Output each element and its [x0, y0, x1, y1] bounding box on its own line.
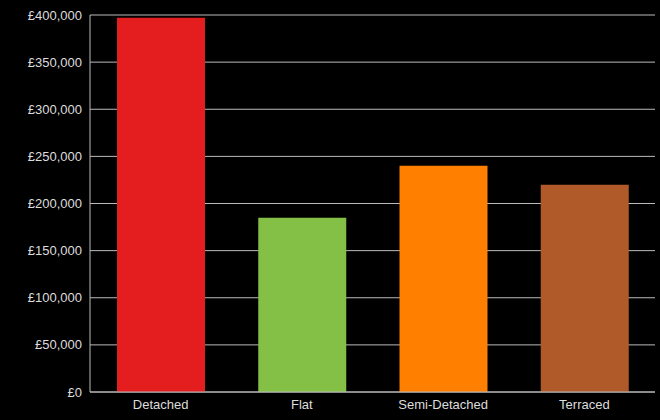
svg-text:£400,000: £400,000	[28, 8, 82, 23]
svg-text:£300,000: £300,000	[28, 102, 82, 117]
svg-text:Flat: Flat	[291, 397, 313, 412]
svg-text:£100,000: £100,000	[28, 290, 82, 305]
svg-text:£0: £0	[68, 385, 82, 400]
svg-text:£150,000: £150,000	[28, 243, 82, 258]
svg-text:£250,000: £250,000	[28, 149, 82, 164]
svg-text:£50,000: £50,000	[35, 337, 82, 352]
svg-text:£350,000: £350,000	[28, 55, 82, 70]
svg-text:Detached: Detached	[133, 397, 189, 412]
svg-text:Semi-Detached: Semi-Detached	[398, 397, 488, 412]
svg-text:£200,000: £200,000	[28, 196, 82, 211]
svg-text:Terraced: Terraced	[559, 397, 610, 412]
